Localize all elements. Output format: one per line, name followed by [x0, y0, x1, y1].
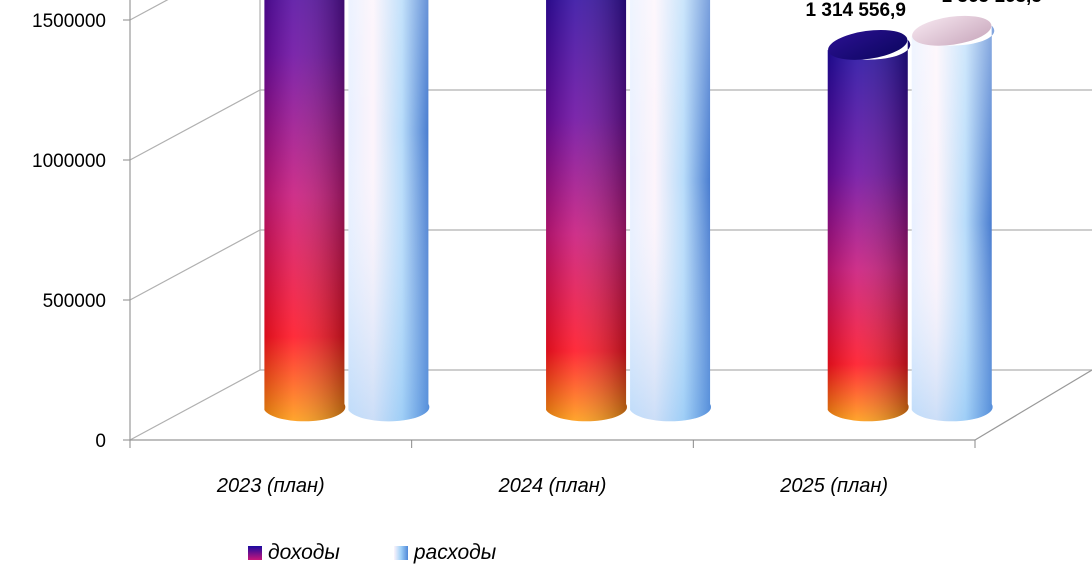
gridline-side	[129, 0, 169, 21]
expense-bar-shade	[911, 25, 995, 422]
x-tick-label: 2024 (план)	[498, 475, 607, 497]
expense-bar-top	[912, 15, 992, 46]
y-axis: 05000001000000150000020000002500000	[32, 0, 131, 452]
income-bar-shade	[264, 0, 346, 422]
income-bar-shade	[827, 39, 911, 422]
x-tick-label: 2025 (план)	[779, 475, 888, 497]
legend-swatch-income	[248, 546, 262, 560]
income-bar	[264, 0, 346, 422]
x-tick-label: 2023 (план)	[216, 475, 325, 497]
legend-swatch-expense	[393, 546, 408, 560]
gridline-side	[129, 229, 261, 301]
legend-label-income: доходы	[268, 541, 340, 564]
expense-bar-shade	[348, 0, 430, 422]
y-tick-label: 1500000	[32, 11, 106, 32]
expense-bar	[911, 15, 995, 422]
y-tick-label: 0	[95, 431, 106, 452]
income-bar	[827, 29, 911, 422]
expense-bar	[348, 0, 430, 422]
legend-label-expense: расходы	[413, 541, 497, 564]
y-tick-label: 1000000	[32, 151, 106, 172]
data-labels: 1 969 812,02 024 823,71 623 353,81 671 4…	[806, 0, 1043, 21]
legend: доходы расходы	[248, 540, 550, 566]
expense-bar-shade	[630, 0, 711, 422]
floor-side-edge	[974, 369, 1092, 441]
legend-item-expense: расходы	[393, 541, 497, 565]
expense-bar	[630, 0, 711, 422]
income-bar	[546, 0, 627, 422]
gridline-side	[129, 89, 261, 161]
data-label: 1 365 163,5	[942, 0, 1043, 7]
data-label: 1 314 556,9	[806, 0, 906, 21]
gridline-side	[129, 369, 261, 441]
y-tick-label: 500000	[43, 291, 106, 312]
income-bar-shade	[546, 0, 627, 422]
income-bar-top	[828, 29, 908, 60]
bars	[264, 0, 995, 422]
x-axis: 2023 (план) 2024 (план) 2025 (план)	[129, 440, 976, 497]
legend-item-income: доходы	[248, 541, 340, 565]
